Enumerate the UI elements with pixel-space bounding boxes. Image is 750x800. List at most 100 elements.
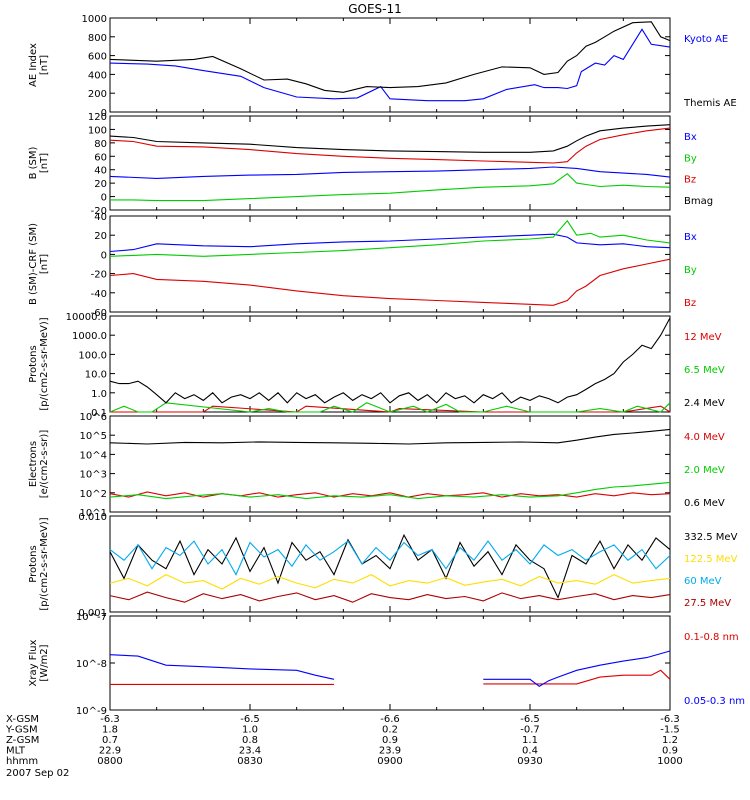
y-tick-label: 0 bbox=[101, 193, 107, 204]
series-line-2-0-mev bbox=[109, 481, 671, 500]
series-line-6-5-mev bbox=[109, 402, 671, 413]
y-tick-label: 20 bbox=[94, 179, 107, 190]
ephemeris-value: 23.9 bbox=[379, 746, 401, 757]
legend-label: Bz bbox=[684, 175, 696, 186]
ephemeris-value: 23.4 bbox=[239, 746, 261, 757]
series-line-0-1-0-8-nm bbox=[110, 669, 671, 685]
ephemeris-table: X-GSM -6.3 -6.5 -6.6 -6.5 -6.3 Y-GSM 1.8 1.0 0.2 -… bbox=[5, 714, 683, 767]
y-tick-label: 0 bbox=[101, 108, 107, 119]
legend-label: 12 MeV bbox=[684, 332, 722, 343]
y-tick-label: -60 bbox=[91, 308, 107, 319]
series-line-60-mev bbox=[109, 540, 671, 576]
panel-frame bbox=[109, 215, 671, 313]
ephemeris-value: 0.9 bbox=[382, 735, 398, 746]
y-tick-label: 10^1 bbox=[80, 508, 107, 519]
y-tick-label: 40 bbox=[94, 212, 107, 223]
series-line-2-4-mev bbox=[109, 317, 671, 404]
y-tick-label: 1.0 bbox=[91, 389, 107, 400]
y-tick-label: 10^4 bbox=[80, 450, 107, 461]
panel-frame bbox=[109, 415, 671, 513]
y-tick-label: 20 bbox=[94, 231, 107, 242]
series-line-bz bbox=[109, 127, 671, 164]
y-tick-label: 400 bbox=[88, 70, 107, 81]
y-tick-label: 10.0 bbox=[85, 370, 107, 381]
y-tick-label: 10^2 bbox=[80, 489, 107, 500]
date-label: 2007 Sep 02 bbox=[6, 768, 69, 779]
panel-3: 10000.0 1000.0 100.0 10.0 1.0 0.1 Protons [p/(c… bbox=[28, 312, 725, 419]
ephemeris-row-label: X-GSM bbox=[6, 714, 39, 725]
legend-label: 0.05-0.3 nm bbox=[684, 696, 745, 707]
y-tick-label: 10^3 bbox=[80, 470, 107, 481]
y-axis-label: Xray Flux bbox=[28, 639, 39, 686]
y-tick-label: 10^6 bbox=[80, 412, 107, 423]
ephemeris-row-label: hhmm bbox=[6, 756, 38, 767]
ephemeris-value: -0.7 bbox=[520, 725, 540, 736]
ephemeris-value: 0900 bbox=[377, 756, 402, 767]
series-line-bx bbox=[109, 166, 671, 179]
y-tick-label: 10^-9 bbox=[76, 706, 107, 717]
ephemeris-value: 1.8 bbox=[102, 725, 118, 736]
series-line-bx bbox=[109, 233, 671, 253]
legend-label: 6.5 MeV bbox=[684, 365, 725, 376]
panel-frame bbox=[109, 615, 671, 711]
legend-label: 27.5 MeV bbox=[684, 598, 731, 609]
panel-frame bbox=[109, 315, 671, 413]
legend-label: Themis AE bbox=[683, 98, 737, 109]
ephemeris-value: 0930 bbox=[517, 756, 542, 767]
ephemeris-value: -6.6 bbox=[380, 714, 400, 725]
y-tick-label: 10000.0 bbox=[66, 312, 107, 323]
series-line-themis-ae bbox=[109, 21, 671, 93]
ephemeris-value: 1000 bbox=[657, 756, 682, 767]
ephemeris-value: -6.3 bbox=[100, 714, 120, 725]
y-tick-label: 40 bbox=[94, 166, 107, 177]
ephemeris-value: 0830 bbox=[237, 756, 262, 767]
ephemeris-value: -1.5 bbox=[660, 725, 680, 736]
panel-2: 40 20 0 -20 -40 -60 B (SM)-CRF (SM) [nT] Bx By Bz bbox=[28, 212, 697, 319]
y-axis-label: B (SM)-CRF (SM) bbox=[28, 223, 39, 305]
y-tick-label: 100 bbox=[88, 125, 107, 136]
y-tick-label: 120 bbox=[88, 112, 107, 123]
series-line-122-5-mev bbox=[109, 573, 671, 590]
y-tick-label: 1000 bbox=[82, 14, 107, 25]
y-axis-label: Electrons bbox=[28, 441, 39, 487]
panel-6: 10^-7 10^-8 10^-9 Xray Flux [W/m2] 0.1-0.8 nm… bbox=[28, 612, 745, 717]
legend-label: 0.6 MeV bbox=[684, 498, 725, 509]
legend-label: By bbox=[684, 265, 697, 276]
y-axis-label: [W/m2] bbox=[39, 644, 50, 681]
ephemeris-value: 0.9 bbox=[662, 746, 678, 757]
y-tick-label: 0 bbox=[101, 250, 107, 261]
legend-label: By bbox=[684, 153, 697, 164]
y-tick-label: 100.0 bbox=[78, 350, 107, 361]
y-axis-label: [nT] bbox=[39, 153, 50, 173]
ephemeris-value: 0.8 bbox=[242, 735, 258, 746]
ephemeris-row-label: Y-GSM bbox=[5, 725, 38, 736]
legend-label: Kyoto AE bbox=[684, 34, 728, 45]
series-line-4-0-mev bbox=[109, 491, 671, 498]
ephemeris-row-label: MLT bbox=[6, 746, 26, 757]
y-tick-label: 10^5 bbox=[80, 431, 107, 442]
ephemeris-value: -6.3 bbox=[660, 714, 680, 725]
y-tick-label: 10^-7 bbox=[76, 612, 107, 623]
y-tick-label: 0.010 bbox=[78, 512, 107, 523]
series-line-0-05-0-3-nm bbox=[109, 650, 671, 687]
ephemeris-value: -6.5 bbox=[520, 714, 540, 725]
ephemeris-value: 0.7 bbox=[102, 735, 118, 746]
legend-label: 0.1-0.8 nm bbox=[684, 632, 739, 643]
y-tick-label: 0.001 bbox=[78, 608, 107, 619]
y-axis-label: AE Index bbox=[28, 43, 39, 87]
panel-5: 0.010 0.001 Protons [p/(cm2-s-sr-MeV)] 332.5… bbox=[28, 512, 738, 619]
ephemeris-value: 0.4 bbox=[522, 746, 538, 757]
y-axis-label: B (SM) bbox=[28, 146, 39, 179]
y-tick-label: -20 bbox=[91, 270, 107, 281]
y-tick-label: 0.1 bbox=[91, 408, 107, 419]
panel-frame bbox=[109, 115, 671, 211]
series-line-by bbox=[109, 219, 671, 257]
series-line-kyoto-ae bbox=[109, 28, 671, 102]
y-tick-label: 200 bbox=[88, 89, 107, 100]
series-line-332-5-mev bbox=[109, 533, 671, 600]
y-tick-label: 1000.0 bbox=[72, 331, 107, 342]
legend-label: 60 MeV bbox=[684, 576, 722, 587]
legend-label: 4.0 MeV bbox=[684, 432, 725, 443]
y-tick-label: 10^-8 bbox=[76, 659, 107, 670]
figure-title: GOES-11 bbox=[348, 2, 402, 16]
